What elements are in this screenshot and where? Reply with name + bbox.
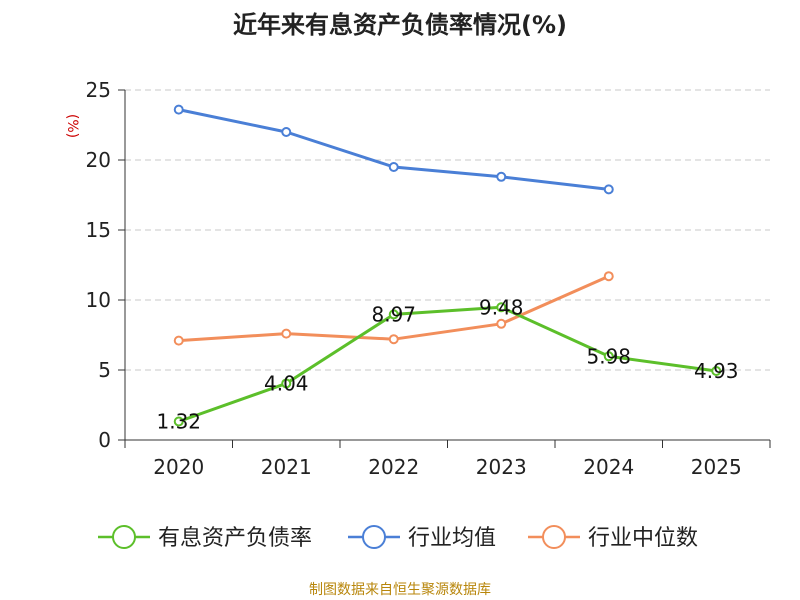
data-point[interactable] bbox=[173, 416, 184, 427]
legend-label: 行业中位数 bbox=[588, 526, 698, 551]
data-point[interactable] bbox=[173, 104, 184, 115]
x-tick-label: 2024 bbox=[583, 455, 634, 479]
y-tick-label: 0 bbox=[98, 428, 111, 452]
data-label: 1.32 bbox=[156, 410, 201, 434]
y-tick-label: 5 bbox=[98, 358, 111, 382]
data-point[interactable] bbox=[711, 365, 722, 376]
data-point[interactable] bbox=[388, 162, 399, 172]
legend[interactable]: 有息资产负债率 行业均值 行业中位数 bbox=[98, 525, 698, 551]
y-axis-unit: (%) bbox=[64, 114, 80, 138]
y-tick-label: 10 bbox=[86, 288, 111, 312]
legend-swatch-marker bbox=[542, 525, 566, 549]
y-tick-label: 20 bbox=[86, 148, 111, 172]
data-point[interactable] bbox=[281, 378, 292, 389]
legend-swatch-marker bbox=[112, 525, 136, 549]
data-label: 9.48 bbox=[479, 295, 524, 319]
legend-label: 有息资产负债率 bbox=[158, 526, 312, 551]
y-tick-label: 25 bbox=[86, 78, 111, 102]
legend-label: 行业均值 bbox=[408, 526, 496, 551]
y-tick-label: 15 bbox=[86, 218, 111, 242]
data-label: 5.98 bbox=[586, 344, 631, 368]
grid bbox=[125, 89, 770, 371]
x-tick-label: 2022 bbox=[368, 455, 419, 479]
source-note: 制图数据来自恒生聚源数据库 bbox=[309, 582, 491, 598]
series bbox=[173, 104, 722, 427]
legend-item[interactable]: 有息资产负债率 bbox=[98, 525, 312, 551]
data-point[interactable] bbox=[603, 271, 614, 282]
data-point[interactable] bbox=[603, 184, 614, 195]
data-label: 4.04 bbox=[264, 371, 309, 395]
data-label: 4.93 bbox=[694, 359, 739, 383]
x-tick-label: 2020 bbox=[153, 455, 204, 479]
chart-title: 近年来有息资产负债率情况(%) bbox=[233, 11, 567, 39]
data-point[interactable] bbox=[496, 318, 507, 329]
legend-item[interactable]: 行业均值 bbox=[348, 525, 496, 551]
data-point[interactable] bbox=[388, 309, 399, 320]
x-tick-label: 2023 bbox=[476, 455, 527, 479]
legend-item[interactable]: 行业中位数 bbox=[528, 525, 698, 551]
series-line bbox=[178, 108, 609, 191]
data-point[interactable] bbox=[496, 171, 507, 182]
data-point[interactable] bbox=[603, 351, 614, 362]
x-tick-label: 2021 bbox=[261, 455, 312, 479]
data-point[interactable] bbox=[388, 334, 399, 345]
data-point[interactable] bbox=[281, 328, 292, 339]
data-point[interactable] bbox=[173, 335, 184, 346]
data-labels: 1.32 4.04 8.97 9.48 5.98 4.93 bbox=[156, 295, 738, 433]
series-line bbox=[178, 305, 717, 423]
data-point[interactable] bbox=[496, 302, 507, 313]
data-point[interactable] bbox=[281, 127, 292, 137]
x-tick-label: 2025 bbox=[691, 455, 742, 479]
legend-swatch-marker bbox=[362, 525, 386, 549]
data-label: 8.97 bbox=[371, 302, 416, 326]
